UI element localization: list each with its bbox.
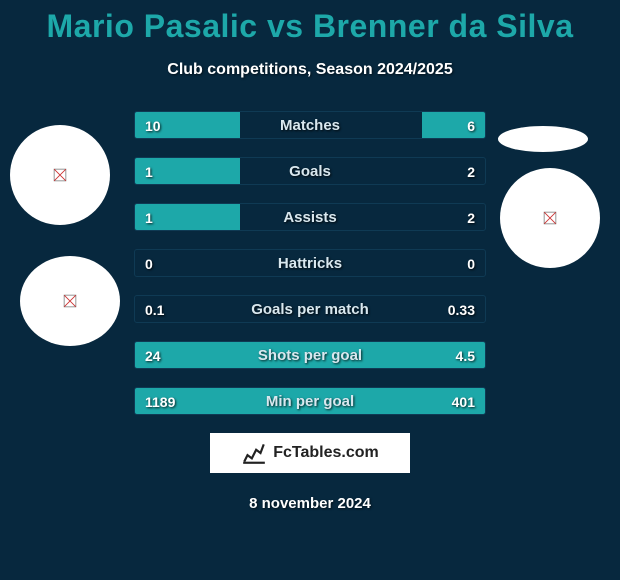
fctables-icon <box>241 440 267 466</box>
stat-label: Goals <box>135 158 485 185</box>
player1-avatar-top <box>10 125 110 225</box>
stat-value-right: 0.33 <box>448 296 475 323</box>
comparison-title: Mario Pasalic vs Brenner da Silva <box>0 0 620 45</box>
stat-row: 24Shots per goal4.5 <box>134 341 486 369</box>
stat-row: 1Assists2 <box>134 203 486 231</box>
stat-value-right: 401 <box>452 388 475 415</box>
branding-text: FcTables.com <box>273 444 379 462</box>
stat-row: 1189Min per goal401 <box>134 387 486 415</box>
stat-value-right: 6 <box>467 112 475 139</box>
broken-image-icon <box>543 211 557 225</box>
player1-avatar-bottom <box>20 256 120 346</box>
comparison-subtitle: Club competitions, Season 2024/2025 <box>0 61 620 79</box>
footer-date: 8 november 2024 <box>0 495 620 512</box>
stat-label: Matches <box>135 112 485 139</box>
stat-value-right: 2 <box>467 204 475 231</box>
player2-club-logo <box>498 126 588 152</box>
broken-image-icon <box>53 168 67 182</box>
stat-value-right: 0 <box>467 250 475 277</box>
player2-avatar <box>500 168 600 268</box>
stat-row: 0.1Goals per match0.33 <box>134 295 486 323</box>
stats-comparison-chart: 10Matches6 1Goals2 1Assists2 0Hattricks0 0.1… <box>134 111 486 415</box>
stat-label: Hattricks <box>135 250 485 277</box>
stat-value-right: 2 <box>467 158 475 185</box>
stat-label: Min per goal <box>135 388 485 415</box>
stat-row: 1Goals2 <box>134 157 486 185</box>
stat-label: Shots per goal <box>135 342 485 369</box>
stat-label: Goals per match <box>135 296 485 323</box>
stat-row: 10Matches6 <box>134 111 486 139</box>
branding-logo[interactable]: FcTables.com <box>210 433 410 473</box>
broken-image-icon <box>63 294 77 308</box>
stat-value-right: 4.5 <box>456 342 475 369</box>
stat-label: Assists <box>135 204 485 231</box>
stat-row: 0Hattricks0 <box>134 249 486 277</box>
